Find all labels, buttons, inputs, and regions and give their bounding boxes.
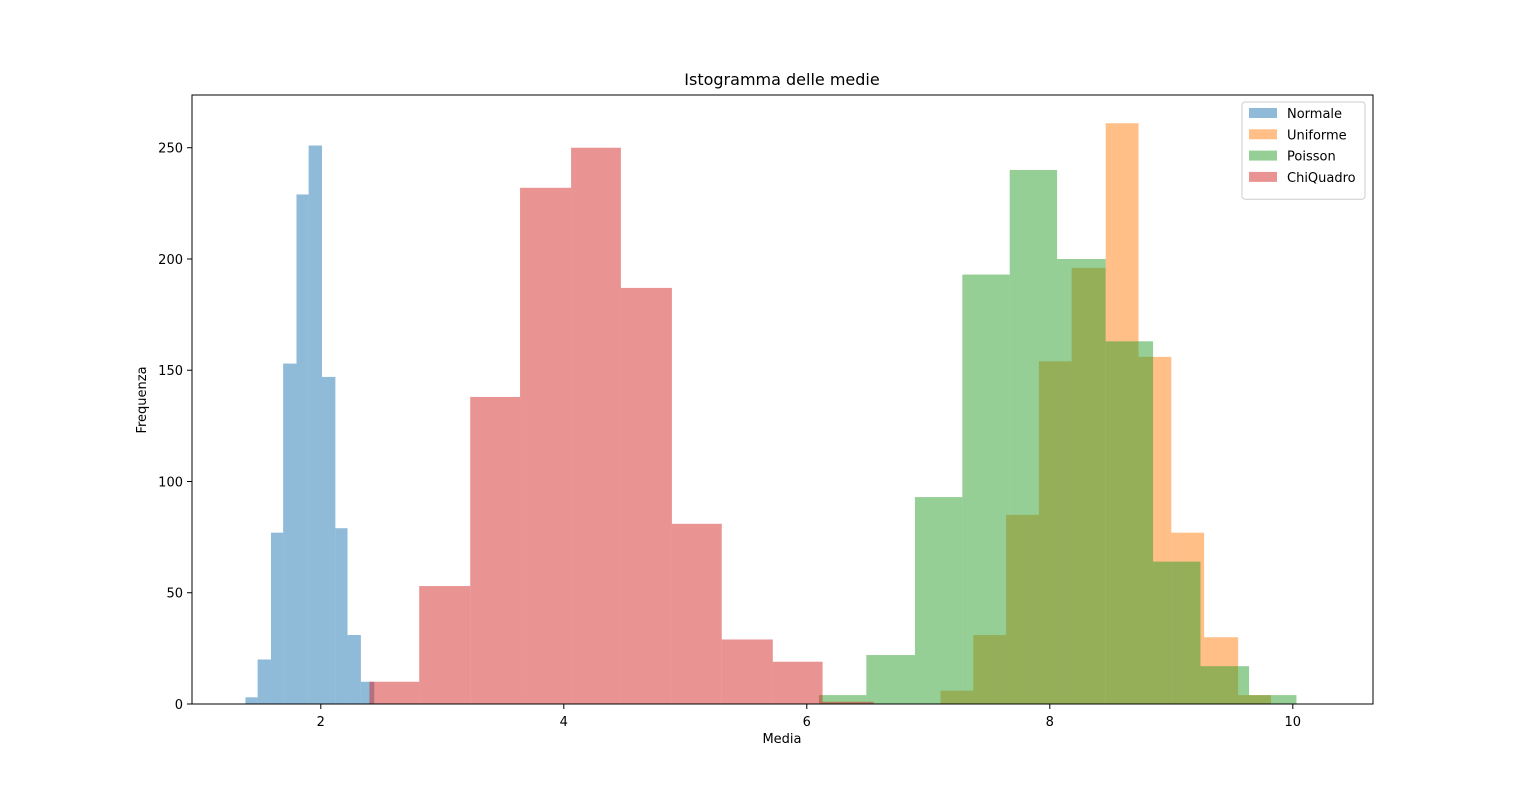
histogram-bar <box>866 655 915 704</box>
x-tick-label: 2 <box>317 715 325 730</box>
histogram-bar <box>520 187 572 705</box>
histogram-bar <box>671 523 722 704</box>
histogram-bar <box>1009 169 1058 705</box>
legend: Normale Uniforme Poisson ChiQuadro <box>1241 101 1366 200</box>
x-tick-label: 8 <box>1046 715 1054 730</box>
histogram-bar <box>962 274 1010 704</box>
histogram-bar <box>470 396 521 704</box>
y-axis-label: Frequenza <box>135 366 150 433</box>
histogram-bar <box>296 194 309 704</box>
legend-swatch <box>1249 129 1277 140</box>
histogram-bar <box>419 586 471 704</box>
histogram-bar <box>1057 258 1106 704</box>
legend-label: Poisson <box>1287 150 1336 165</box>
bars-layer <box>245 123 1297 705</box>
histogram-bar <box>571 147 621 704</box>
series-chiquadro <box>369 147 874 705</box>
x-tick-label: 6 <box>803 715 811 730</box>
y-tick-label: 0 <box>175 698 183 713</box>
histogram-bar <box>1153 561 1201 704</box>
x-tick-label: 4 <box>560 715 568 730</box>
histogram-bar <box>1105 341 1154 704</box>
histogram-bar <box>818 695 867 704</box>
x-tick-label: 10 <box>1285 715 1302 730</box>
legend-swatch <box>1249 171 1277 182</box>
legend-swatch <box>1249 150 1277 161</box>
chart-title: Istogramma delle medie <box>684 70 879 89</box>
histogram-bar <box>347 635 361 704</box>
y-tick-label: 250 <box>158 142 183 157</box>
y-tick-label: 150 <box>158 364 183 379</box>
plot-frame <box>191 94 1374 705</box>
y-tick-label: 50 <box>166 587 183 602</box>
histogram-bar <box>721 639 773 704</box>
series-poisson <box>818 169 1297 705</box>
legend-label: ChiQuadro <box>1287 171 1356 186</box>
x-axis-label: Media <box>762 732 801 747</box>
histogram-bar <box>1249 695 1297 704</box>
histogram-bar <box>772 661 823 704</box>
legend-label: Uniforme <box>1287 128 1347 143</box>
x-axis: 2 4 6 8 10 <box>317 704 1301 730</box>
legend-swatch <box>1249 108 1277 118</box>
histogram-bar <box>257 659 271 704</box>
histogram-bar <box>620 287 672 704</box>
histogram-bar <box>914 497 963 704</box>
histogram-bar <box>1200 666 1250 704</box>
y-axis: 0 50 100 150 200 250 <box>158 142 192 713</box>
y-tick-label: 200 <box>158 253 183 268</box>
histogram-bar <box>322 376 336 704</box>
series-normale <box>245 145 375 704</box>
histogram-bar <box>335 528 348 704</box>
legend-label: Normale <box>1287 107 1342 122</box>
histogram-bar <box>369 681 420 704</box>
histogram-bar <box>822 701 874 704</box>
histogram-bar <box>245 697 258 704</box>
histogram-bar <box>308 145 323 704</box>
histogram-bar <box>283 363 297 704</box>
histogram-bar <box>270 532 284 704</box>
y-tick-label: 100 <box>158 475 183 490</box>
